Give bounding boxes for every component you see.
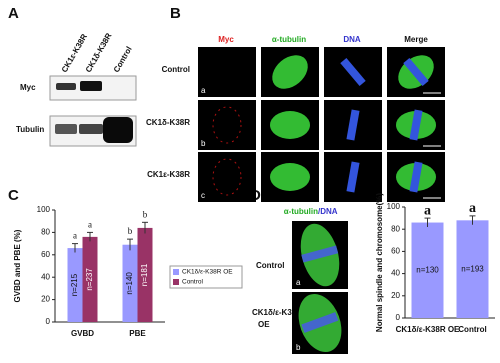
microscopy-grid: Myc α-tubulin DNA Merge Control CK1δ-K38… [146,35,428,179]
legend-swatch [173,269,179,275]
row-label: CK1δ/ε-K38R [252,308,302,317]
x-tick-label: Control [458,325,486,334]
chromosomes [346,109,360,141]
band [103,117,133,143]
row-label: Control [162,65,190,74]
spindle [270,111,310,139]
row-label: Tubulin [16,125,44,134]
x-tick-label: PBE [129,329,146,338]
sample-size: n=140 [125,272,134,295]
y-tick-label: 100 [37,205,51,214]
y-axis-label: GVBD and PBE (%) [13,229,22,302]
legend-entry: CK1δ/ε-K38R OE [182,269,233,276]
image [198,47,256,97]
row-label: CK1ε-K38R [147,170,190,179]
sublabel: b [201,139,206,148]
chromosomes [301,312,339,333]
legend-entry: Control [182,279,204,286]
bar [122,244,138,322]
significance-label: b [128,226,133,236]
western-blot: CK1ε-K38R CK1δ-K38R Control Myc Tubulin [16,31,137,147]
header: /DNA [318,207,338,216]
row-label: Control [256,261,284,270]
band [55,124,77,134]
significance-label: a [88,219,92,229]
sublabel: b [296,343,301,352]
y-tick-label: 80 [41,228,50,237]
y-tick-label: 60 [391,247,400,256]
bar [456,220,489,318]
panel-label: C [8,187,19,204]
y-tick-label: 40 [41,272,50,281]
sample-size: n=181 [140,263,149,286]
row-label: CK1δ-K38R [146,118,190,127]
image [198,100,256,150]
bar [137,227,153,322]
bar [67,248,83,322]
column-header: Myc [218,35,234,44]
signal [212,158,242,196]
y-tick-label: 0 [46,317,51,326]
y-tick-label: 20 [41,295,50,304]
sublabel: a [201,86,206,95]
row-label: OE [258,320,270,329]
panel-label: A [8,5,19,22]
y-tick-label: 20 [391,291,400,300]
column-header: Merge [404,35,428,44]
band [56,83,76,90]
chromosomes [403,57,429,87]
bar [411,222,444,318]
sample-size: n=193 [461,264,484,273]
spindle [270,163,310,191]
significance-label: a [73,231,77,241]
sublabel: c [201,191,205,200]
signal [212,106,242,144]
band [80,81,102,91]
column-header: DNA [343,35,361,44]
legend-swatch [173,279,179,285]
significance-label: b [143,209,148,219]
significance-label: a [469,201,476,216]
chromosomes [346,161,360,193]
chromosomes [301,245,339,263]
image [198,152,256,202]
header: α-tubulin [284,207,318,216]
x-tick-label: GVBD [71,329,94,338]
lane-label: Control [112,45,134,74]
y-tick-label: 60 [41,250,50,259]
column-header: α-tubulin [272,35,306,44]
panel-label: B [170,5,181,22]
chromosomes [409,109,423,141]
sample-size: n=215 [70,273,79,296]
y-axis-label: Normal spindle and chromosome(%) [375,193,384,332]
microscopy-d: α-tubulin /DNA Control CK1δ/ε-K38R OE a … [252,207,348,354]
legend-box [169,265,243,289]
sample-size: n=130 [416,265,439,274]
y-tick-label: 100 [387,202,401,211]
y-tick-label: 40 [391,269,400,278]
y-tick-label: 80 [391,224,400,233]
spindle [272,55,308,89]
chromosomes [409,161,423,193]
bar [82,236,98,322]
sublabel: a [296,278,301,287]
row-label: Myc [20,83,36,92]
sample-size: n=237 [85,268,94,291]
y-tick-label: 0 [396,313,401,322]
x-tick-label: CK1δ/ε-K38R OE [396,325,460,334]
significance-label: a [424,203,431,218]
band [79,124,103,134]
chromosomes [340,57,366,87]
